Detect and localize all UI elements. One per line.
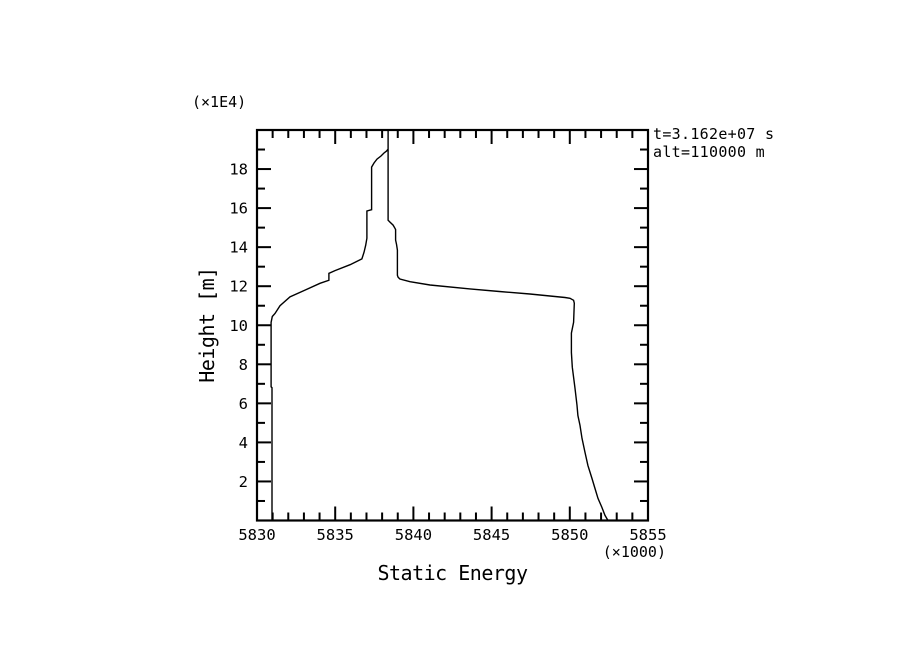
y-axis-title: Height [m] xyxy=(195,267,219,383)
y-tick-label: 8 xyxy=(239,356,248,374)
y-tick-label: 10 xyxy=(229,317,248,335)
plot-frame xyxy=(255,128,650,522)
x-tick-label: 5835 xyxy=(317,526,354,544)
y-axis-multiplier-label: (×1E4) xyxy=(192,93,247,111)
x-axis-title: Static Energy xyxy=(377,561,528,585)
x-tick-label: 5840 xyxy=(395,526,432,544)
x-tick-label: 5850 xyxy=(551,526,588,544)
y-tick-label: 12 xyxy=(229,278,248,296)
y-tick-label: 6 xyxy=(239,395,248,413)
profile-line xyxy=(270,130,609,521)
y-tick-label: 16 xyxy=(229,200,248,218)
annotation-altitude: alt=110000 m xyxy=(653,143,765,161)
x-tick-label: 5845 xyxy=(473,526,510,544)
y-tick-label: 18 xyxy=(229,161,248,179)
x-tick-label: 5830 xyxy=(238,526,275,544)
x-axis-multiplier-label: (×1000) xyxy=(602,543,666,561)
y-tick-label: 2 xyxy=(239,473,248,491)
annotation-time: t=3.162e+07 s xyxy=(653,125,775,143)
x-tick-label: 5855 xyxy=(629,526,666,544)
y-tick-label: 14 xyxy=(229,239,248,257)
y-tick-label: 4 xyxy=(239,434,248,452)
